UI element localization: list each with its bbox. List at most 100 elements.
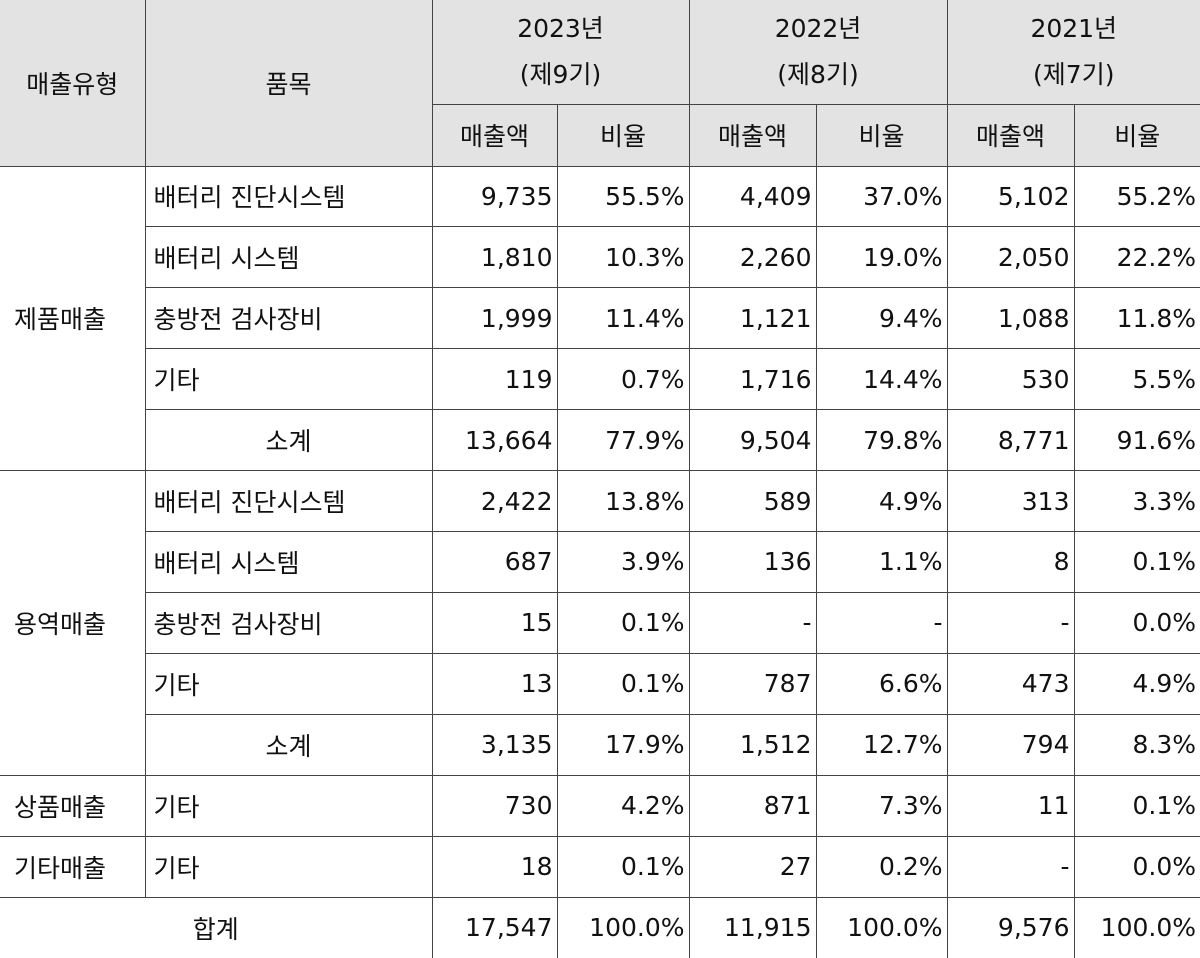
data-row: 용역매출 배터리 진단시스템 2,422 13.8% 589 4.9% 313 3.3% <box>0 470 1200 776</box>
value-cell: 530 <box>946 348 1075 411</box>
value-cell: 55.2% <box>1073 165 1200 228</box>
value-cell: 8.3% <box>1073 713 1200 776</box>
item: 배터리 진단시스템 <box>144 165 433 228</box>
value-cell: 0.2% <box>815 835 948 898</box>
item: 충방전 검사장비 <box>145 591 433 654</box>
value-cell: 0.1% <box>556 591 690 654</box>
period-label: (제9기) <box>519 59 602 89</box>
item: 배터리 시스템 <box>145 531 433 593</box>
period-label: (제8기) <box>777 59 859 89</box>
value-cell: 9,576 <box>946 896 1075 958</box>
value-cell: 17.9% <box>556 713 690 776</box>
data-row: 기타 119 0.7% 1,716 14.4% 530 5.5% <box>0 348 1200 411</box>
sub-header: 비율 <box>815 103 948 167</box>
item: 충방전 검사장비 <box>145 287 433 350</box>
value-cell: 730 <box>431 774 558 837</box>
value-cell: 55.5% <box>556 165 690 228</box>
value-cell: 473 <box>946 652 1075 715</box>
value-cell: 79.8% <box>815 409 948 472</box>
value-cell: 1,121 <box>688 287 817 350</box>
subtotal-label: 소계 <box>145 713 433 776</box>
value-cell: - <box>946 591 1075 654</box>
value-cell: 1,999 <box>431 287 558 350</box>
sales-type: 상품매출 <box>0 774 146 837</box>
value-cell: 1,716 <box>688 348 817 411</box>
value-cell: 4,409 <box>688 165 817 228</box>
value-cell: 11.4% <box>556 287 690 350</box>
value-cell: 13,664 <box>431 409 558 472</box>
value-cell: 4.2% <box>556 774 690 837</box>
value-cell: 9,504 <box>688 409 817 472</box>
value-cell: 11,915 <box>688 896 817 958</box>
table-body: 제품매출 배터리 진단시스템 9,735 55.5% 4,409 37.0% 5,102 55… <box>0 165 1200 958</box>
value-cell: 13.8% <box>556 470 690 533</box>
value-cell: 100.0% <box>556 896 690 958</box>
table-header: 매출유형 품목 2023년 (제9기) 2022년 (제8기) 2021년 (제7기) 매출액 비… <box>0 0 1200 167</box>
value-cell: 2,422 <box>431 470 558 533</box>
year-header: 2023년 (제9기) <box>431 0 690 105</box>
value-cell: 18 <box>431 835 558 898</box>
sales-type: 용역매출 <box>0 470 146 776</box>
year-label: 2023년 <box>517 13 604 43</box>
item: 기타 <box>145 348 433 411</box>
value-cell: 100.0% <box>1073 896 1200 958</box>
value-cell: 119 <box>431 348 558 411</box>
header-row: 매출액 비율 매출액 비율 매출액 비율 <box>0 103 1200 167</box>
sales-type: 기타매출 <box>0 835 146 898</box>
subtotal-label: 소계 <box>145 409 433 472</box>
value-cell: 15 <box>431 591 558 654</box>
value-cell: 2,050 <box>946 226 1075 289</box>
header-row: 매출유형 품목 2023년 (제9기) 2022년 (제8기) 2021년 (제7기) <box>0 0 1200 167</box>
value-cell: 17,547 <box>431 896 558 958</box>
data-row: 충방전 검사장비 1,999 11.4% 1,121 9.4% 1,088 11.8% <box>0 287 1200 350</box>
value-cell: - <box>688 591 817 654</box>
value-cell: 5.5% <box>1073 348 1200 411</box>
total-label: 합계 <box>0 896 433 958</box>
value-cell: 10.3% <box>556 226 690 289</box>
year-header: 2022년 (제8기) <box>688 0 948 105</box>
sub-header: 매출액 <box>688 103 817 167</box>
sales-type: 제품매출 <box>0 165 146 472</box>
data-row: 제품매출 배터리 진단시스템 9,735 55.5% 4,409 37.0% 5,102 55… <box>0 165 1200 472</box>
value-cell: 0.0% <box>1073 835 1200 898</box>
value-cell: - <box>815 591 948 654</box>
value-cell: 0.1% <box>556 835 690 898</box>
value-cell: 8 <box>946 531 1075 593</box>
value-cell: 787 <box>688 652 817 715</box>
header-cell: 품목 <box>144 0 433 167</box>
item: 배터리 시스템 <box>145 226 433 289</box>
total-row: 합계 17,547 100.0% 11,915 100.0% 9,576 100.0% <box>0 896 1200 958</box>
value-cell: 136 <box>688 531 817 593</box>
year-label: 2021년 <box>1030 13 1118 43</box>
value-cell: 0.1% <box>1073 774 1200 837</box>
data-row: 배터리 시스템 687 3.9% 136 1.1% 8 0.1% <box>0 531 1200 593</box>
value-cell: 37.0% <box>815 165 948 228</box>
value-cell: 100.0% <box>815 896 948 958</box>
value-cell: 687 <box>431 531 558 593</box>
value-cell: 4.9% <box>815 470 948 533</box>
value-cell: 1,088 <box>946 287 1075 350</box>
value-cell: 1,810 <box>431 226 558 289</box>
subtotal-row: 소계 13,664 77.9% 9,504 79.8% 8,771 91.6% <box>0 409 1200 472</box>
item: 배터리 진단시스템 <box>144 470 433 533</box>
value-cell: 2,260 <box>688 226 817 289</box>
data-row: 상품매출 기타 730 4.2% 871 7.3% 11 0.1% <box>0 774 1200 837</box>
item: 기타 <box>144 774 433 837</box>
value-cell: 13 <box>431 652 558 715</box>
header-cell: 매출유형 <box>0 0 146 167</box>
value-cell: 0.1% <box>1073 531 1200 593</box>
value-cell: 12.7% <box>815 713 948 776</box>
value-cell: 22.2% <box>1073 226 1200 289</box>
period-label: (제7기) <box>1033 59 1115 89</box>
value-cell: 11 <box>946 774 1075 837</box>
data-row: 기타매출 기타 18 0.1% 27 0.2% -0.0% <box>0 835 1200 898</box>
year-label: 2022년 <box>774 13 862 43</box>
value-cell: 313 <box>946 470 1075 533</box>
value-cell: 0.0% <box>1073 591 1200 654</box>
value-cell: 77.9% <box>556 409 690 472</box>
value-cell: 3.9% <box>556 531 690 593</box>
value-cell: 0.1% <box>556 652 690 715</box>
value-cell: 14.4% <box>815 348 948 411</box>
